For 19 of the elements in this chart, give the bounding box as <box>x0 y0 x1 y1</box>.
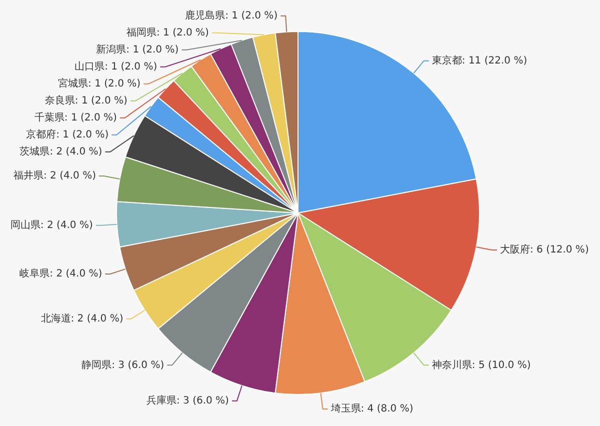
slice-label: 福井県: 2 (4.0 %) <box>14 170 96 182</box>
slice-label: 京都府: 1 (2.0 %) <box>26 128 109 140</box>
slice-label: 鹿児島県: 1 (2.0 %) <box>185 9 278 22</box>
slice-label: 北海道: 2 (4.0 %) <box>40 312 124 324</box>
slice-label: 千葉県: 1 (2.0 %) <box>34 111 117 124</box>
slice-label: 福岡県: 1 (2.0 %) <box>126 26 210 38</box>
slice-label: 東京都: 11 (22.0 %) <box>432 54 528 66</box>
slice-label: 茨城県: 2 (4.0 %) <box>20 145 102 158</box>
slice-label: 大阪府: 6 (12.0 %) <box>500 244 589 256</box>
slice-label: 静岡県: 3 (6.0 %) <box>82 358 164 371</box>
slice-label: 岡山県: 2 (4.0 %) <box>10 218 93 231</box>
slice-label: 神奈川県: 5 (10.0 %) <box>432 358 531 371</box>
slice-label: 奈良県: 1 (2.0 %) <box>44 94 128 106</box>
slice-label: 兵庫県: 3 (6.0 %) <box>146 394 230 406</box>
slice-label: 山口県: 1 (2.0 %) <box>74 60 158 72</box>
slice-label: 宮城県: 1 (2.0 %) <box>58 77 141 90</box>
slice-label: 埼玉県: 4 (8.0 %) <box>330 402 414 415</box>
slice-label: 岐阜県: 2 (4.0 %) <box>20 268 102 280</box>
slice-label: 新潟県: 1 (2.0 %) <box>96 43 179 56</box>
